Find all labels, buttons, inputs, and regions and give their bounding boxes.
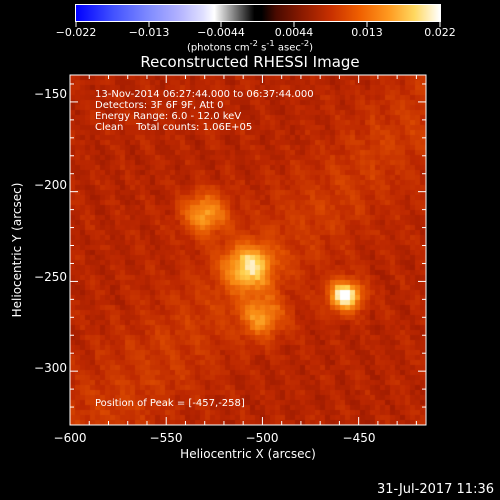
x-tick-label: −550 [149,431,183,445]
y-axis-label: Heliocentric Y (arcsec) [10,182,24,318]
colorbar-ticks [75,21,441,27]
colorbar-units: (photons cm-2 s-1 asec-2) [186,38,314,54]
y-tick-label: −200 [34,178,67,192]
colorbar-tick-label: −0.0044 [197,26,245,39]
detectors-annotation: Detectors: 3F 6F 9F, Att 0 [95,100,224,111]
plot-title: Reconstructed RHESSI Image [140,53,360,71]
x-tick-label: −600 [53,431,87,445]
colorbar-tick-label: 0.013 [351,26,383,39]
clean-annotation: Clean Total counts: 1.06E+05 [95,122,253,133]
y-tick-label: −250 [34,270,67,284]
y-tick-label: −300 [34,361,67,375]
colorbar [75,4,441,22]
x-tick-label: −450 [342,431,376,445]
time-range-annotation: 13-Nov-2014 06:27:44.000 to 06:37:44.000 [95,89,314,100]
energy-annotation: Energy Range: 6.0 - 12.0 keV [95,111,242,122]
footer-date: 31-Jul-2017 11:36 [376,482,494,497]
colorbar-tick-label: 0.0044 [274,26,314,39]
rhessi-heatmap [70,75,426,425]
colorbar-tick-label: −0.013 [128,26,170,39]
y-tick-label: −150 [34,87,67,101]
colorbar-tick-label: −0.022 [55,26,97,39]
x-axis-label: Heliocentric X (arcsec) [180,447,316,461]
peak-position-annotation: Position of Peak = [-457,-258] [95,398,245,409]
x-tick-label: −500 [245,431,279,445]
colorbar-tick-label: 0.022 [424,26,456,39]
